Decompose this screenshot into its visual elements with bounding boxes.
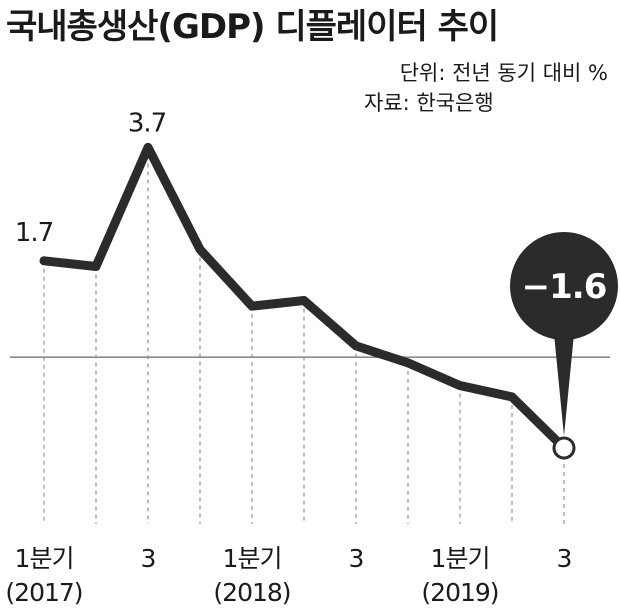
callout-pointer: [554, 334, 574, 436]
x-tick-label-2: 3: [141, 544, 156, 573]
x-tick-label-0: 1분기: [15, 544, 74, 573]
x-tick-label-10: 3: [557, 544, 572, 573]
data-labels: 1.7 3.7 −1.6: [15, 108, 608, 307]
x-tick-label-4: 1분기: [223, 544, 282, 573]
unit-note: 단위: 전년 동기 대비 %: [400, 61, 608, 85]
x-axis-ticks: 1분기 (2017) 3 1분기 (2018) 3 1분기 (2019) 3: [5, 544, 572, 607]
series-line: [39, 142, 569, 453]
source-note: 자료: 한국은행: [364, 91, 494, 115]
data-label-0: 1.7: [15, 218, 53, 248]
x-tick-year-0: (2017): [5, 578, 82, 607]
x-tick-label-8: 1분기: [431, 544, 490, 573]
value-callout: [510, 232, 618, 436]
data-label-2: 3.7: [128, 108, 166, 138]
x-tick-year-8: (2019): [421, 578, 498, 607]
chart-title: 국내총생산(GDP) 디플레이터 추이: [6, 7, 498, 47]
x-tick-label-6: 3: [349, 544, 364, 573]
data-points: [43, 147, 576, 460]
data-point-10: [552, 436, 576, 460]
x-tick-year-4: (2018): [213, 578, 290, 607]
grid-lines: [43, 147, 565, 524]
callout-bubble: [510, 232, 618, 340]
data-label-10: −1.6: [522, 267, 607, 307]
